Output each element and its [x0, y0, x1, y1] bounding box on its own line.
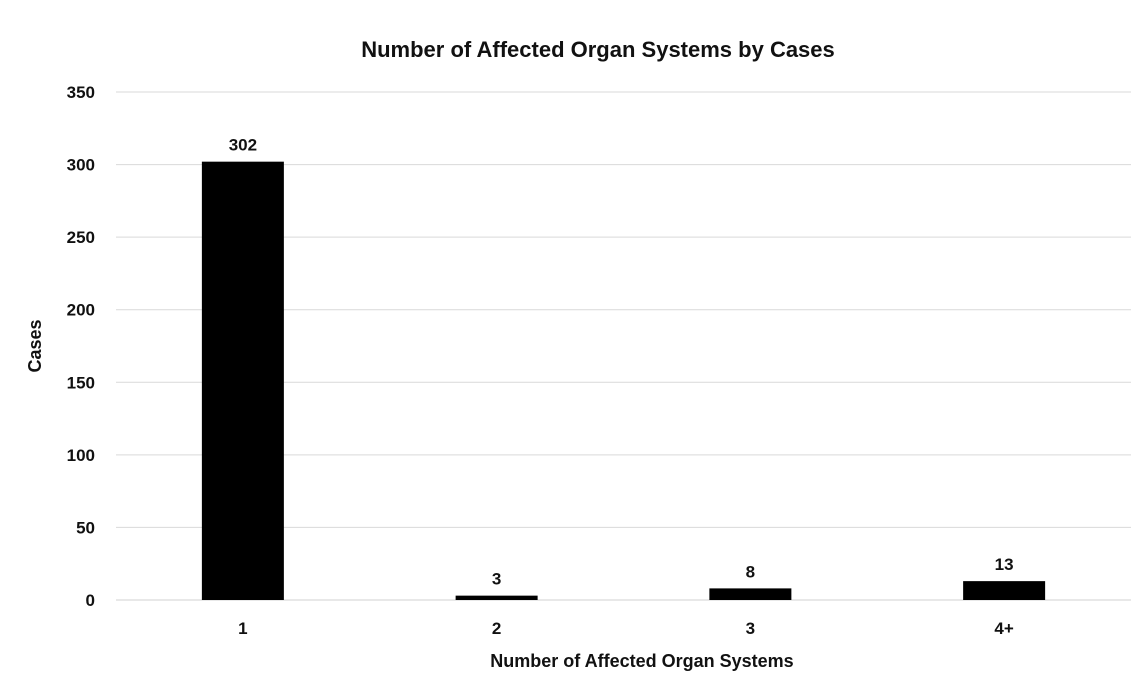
bar [201, 161, 284, 600]
bar [963, 581, 1046, 600]
y-axis-label: Cases [25, 319, 45, 372]
bars [201, 161, 1046, 600]
y-tick-label: 100 [67, 446, 95, 465]
data-label: 3 [492, 570, 501, 589]
y-tick-label: 200 [67, 301, 95, 320]
bar [709, 588, 792, 600]
y-axis-ticks: 0 50 100 150 200 250 300 350 [67, 83, 95, 610]
y-tick-label: 150 [67, 373, 95, 392]
x-axis-ticks: 1 2 3 4+ [238, 619, 1014, 638]
y-tick-label: 300 [67, 156, 95, 175]
x-axis-label: Number of Affected Organ Systems [490, 651, 793, 671]
x-tick-label: 3 [746, 619, 755, 638]
bar [455, 595, 538, 600]
data-label: 302 [229, 136, 257, 155]
y-tick-label: 350 [67, 83, 95, 102]
chart-title: Number of Affected Organ Systems by Case… [361, 37, 835, 62]
y-tick-label: 0 [86, 591, 95, 610]
data-label: 13 [995, 555, 1014, 574]
y-tick-label: 250 [67, 228, 95, 247]
y-tick-label: 50 [76, 518, 95, 537]
gridlines [116, 91, 1131, 601]
x-tick-label: 4+ [994, 619, 1013, 638]
x-tick-label: 2 [492, 619, 501, 638]
data-label: 8 [746, 562, 755, 581]
data-labels: 302 3 8 13 [229, 136, 1014, 589]
x-tick-label: 1 [238, 619, 247, 638]
